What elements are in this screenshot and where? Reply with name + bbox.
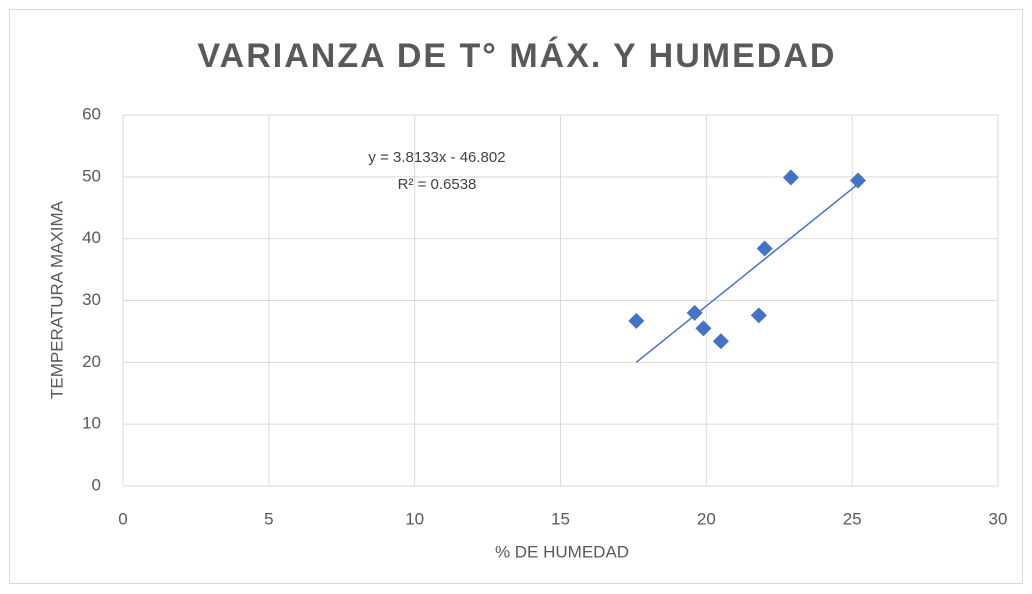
y-tick-label: 0: [92, 475, 101, 494]
point: [686, 304, 703, 321]
point: [850, 172, 866, 189]
x-tick-label: 0: [118, 509, 127, 528]
x-tick-label: 30: [989, 509, 1008, 528]
point: [750, 307, 767, 324]
x-tick-label: 20: [697, 509, 716, 528]
point: [782, 169, 799, 186]
trendline-equation: y = 3.8133x - 46.802: [368, 149, 505, 166]
point: [695, 320, 712, 337]
x-tick-label: 5: [264, 509, 273, 528]
point: [712, 333, 729, 350]
y-tick-label: 30: [82, 290, 101, 309]
chart-title: VARIANZA DE T° MÁX. Y HUMEDAD: [198, 37, 837, 75]
x-axis-title: % DE HUMEDAD: [495, 542, 629, 561]
y-tick-label: 20: [82, 352, 101, 371]
x-tick-label: 25: [843, 509, 862, 528]
y-axis-title: TEMPERATURA MAXIMA: [47, 200, 66, 399]
x-tick-label: 15: [551, 509, 570, 528]
y-tick-label: 10: [82, 414, 101, 433]
point: [628, 312, 645, 329]
y-tick-label: 60: [82, 104, 101, 123]
chart-border: [9, 9, 1023, 584]
trendline: [635, 183, 859, 363]
trendline-r2: R² = 0.6538: [398, 176, 477, 193]
y-tick-label: 50: [82, 166, 101, 185]
x-tick-label: 10: [405, 509, 424, 528]
point: [756, 240, 773, 257]
y-tick-label: 40: [82, 228, 101, 247]
